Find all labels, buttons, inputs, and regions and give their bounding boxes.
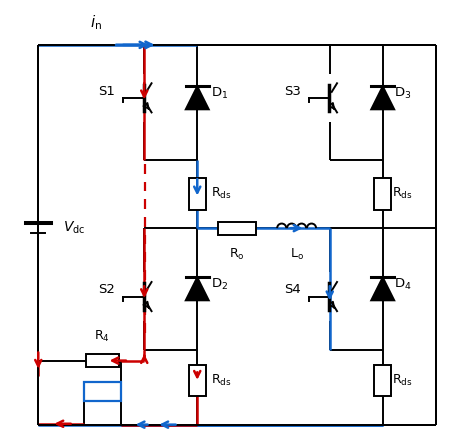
Bar <box>374 365 391 396</box>
Text: $i_{\rm n}$: $i_{\rm n}$ <box>90 13 102 31</box>
Text: R$_{\rm ds}$: R$_{\rm ds}$ <box>392 187 413 202</box>
Text: R$_4$: R$_4$ <box>94 329 110 344</box>
Text: R$_{\rm ds}$: R$_{\rm ds}$ <box>210 373 231 388</box>
Polygon shape <box>186 86 209 109</box>
Bar <box>218 222 256 235</box>
Polygon shape <box>371 277 394 300</box>
Polygon shape <box>186 277 209 300</box>
Bar <box>189 178 206 210</box>
Bar <box>374 178 391 210</box>
Text: L$_{\rm o}$: L$_{\rm o}$ <box>290 247 304 262</box>
Text: S1: S1 <box>98 85 115 98</box>
Polygon shape <box>371 86 394 109</box>
Text: S2: S2 <box>98 284 115 296</box>
Text: D$_2$: D$_2$ <box>211 277 228 292</box>
Text: D$_1$: D$_1$ <box>211 86 229 101</box>
Text: S4: S4 <box>284 284 301 296</box>
Text: R$_{\rm ds}$: R$_{\rm ds}$ <box>392 373 413 388</box>
Text: R$_{\rm ds}$: R$_{\rm ds}$ <box>210 187 231 202</box>
Text: R$_{\rm o}$: R$_{\rm o}$ <box>229 247 245 262</box>
Text: D$_4$: D$_4$ <box>394 277 411 292</box>
Text: S3: S3 <box>284 85 301 98</box>
Text: S$_5$: S$_5$ <box>95 384 110 399</box>
Text: $V_{\rm dc}$: $V_{\rm dc}$ <box>63 220 85 236</box>
Text: D$_3$: D$_3$ <box>394 86 411 101</box>
Bar <box>189 365 206 396</box>
Bar <box>83 382 121 401</box>
Bar <box>86 354 119 367</box>
